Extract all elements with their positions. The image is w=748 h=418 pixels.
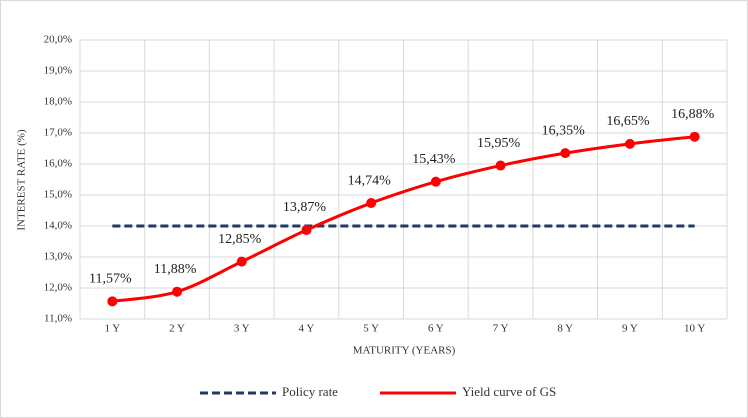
x-tick-label: 8 Y [557, 323, 573, 335]
point [689, 131, 700, 142]
legend-label: Yield curve of GS [462, 384, 556, 399]
point [495, 160, 506, 171]
y-tick-label: 16,0% [44, 158, 72, 170]
series-line [112, 135, 695, 303]
data-label: 16,88% [671, 107, 715, 122]
x-tick-label: 1 Y [104, 323, 120, 335]
x-tick-label: 3 Y [234, 323, 250, 335]
legend-label: Policy rate [282, 384, 338, 399]
point [172, 286, 183, 297]
point [366, 198, 377, 209]
y-tick-label: 17,0% [44, 127, 72, 139]
data-label: 15,95% [477, 136, 521, 151]
data-label: 16,35% [542, 123, 586, 138]
y-tick-label: 15,0% [44, 189, 72, 201]
y-tick-label: 12,0% [44, 282, 72, 294]
x-tick-label: 4 Y [299, 323, 315, 335]
point [301, 225, 312, 236]
data-label: 11,57% [89, 272, 132, 287]
y-axis-label: INTEREST RATE (%) [16, 129, 28, 231]
x-axis-label: MATURITY (YEARS) [353, 345, 456, 357]
y-tick-label: 14,0% [44, 220, 72, 232]
data-label: 14,74% [348, 173, 392, 188]
data-label: 16,65% [606, 114, 650, 129]
y-tick-label: 11,0% [44, 313, 72, 325]
y-tick-label: 13,0% [44, 251, 72, 263]
y-tick-label: 18,0% [44, 96, 72, 108]
x-tick-label: 5 Y [363, 323, 379, 335]
point [236, 256, 247, 267]
x-tick-label: 7 Y [493, 323, 509, 335]
x-tick-label: 2 Y [169, 323, 185, 335]
y-tick-label: 20,0% [44, 34, 72, 46]
x-tick-label: 10 Y [684, 323, 705, 335]
data-label: 15,43% [412, 152, 456, 167]
point [624, 138, 635, 149]
x-tick-label: 6 Y [428, 323, 444, 335]
point [430, 176, 441, 187]
point [107, 296, 118, 307]
y-tick-label: 19,0% [44, 65, 72, 77]
point [560, 148, 571, 159]
x-tick-label: 9 Y [622, 323, 638, 335]
data-label: 13,87% [283, 200, 327, 215]
data-label: 11,88% [154, 262, 197, 277]
data-label: 12,85% [218, 232, 262, 247]
